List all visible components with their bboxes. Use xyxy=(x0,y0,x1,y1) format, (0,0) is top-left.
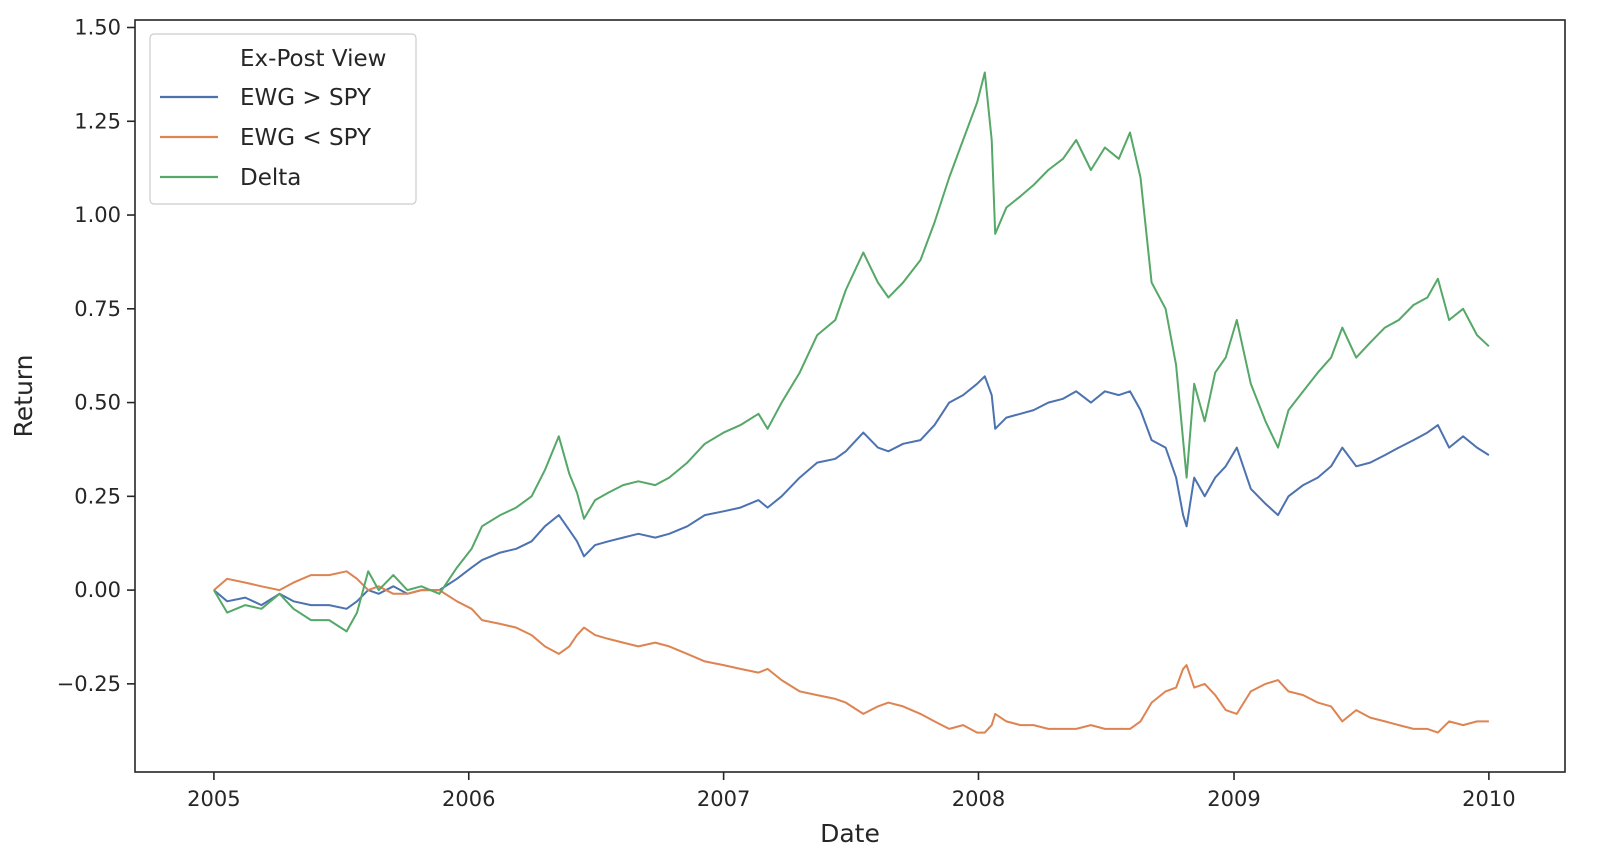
legend-label-ewg-above-spy: EWG > SPY xyxy=(240,85,372,111)
x-tick-label: 2009 xyxy=(1207,787,1260,811)
legend-label-ewg-below-spy: EWG < SPY xyxy=(240,125,372,151)
y-tick-label: 1.50 xyxy=(74,16,121,40)
legend-label-delta: Delta xyxy=(240,165,301,191)
x-tick-label: 2006 xyxy=(442,787,495,811)
x-tick-label: 2008 xyxy=(952,787,1005,811)
series-layer xyxy=(213,71,1490,734)
y-tick-label: 0.75 xyxy=(74,297,121,321)
x-axis-title: Date xyxy=(820,819,880,848)
y-axis: 1.50 1.25 1.00 0.75 0.50 0.25 0.00 −0.25 xyxy=(57,16,135,696)
legend-box xyxy=(149,33,417,205)
y-tick-label: 0.00 xyxy=(74,578,121,602)
y-tick-label: 1.00 xyxy=(74,203,121,227)
x-tick-label: 2010 xyxy=(1462,787,1515,811)
x-tick-label: 2007 xyxy=(697,787,750,811)
plot-frame xyxy=(134,19,1566,773)
legend-title: Ex-Post View xyxy=(240,46,386,72)
y-tick-label: 1.25 xyxy=(74,109,121,133)
y-axis-title: Return xyxy=(9,355,38,438)
y-tick-label: 0.50 xyxy=(74,391,121,415)
y-tick-label: 0.25 xyxy=(74,484,121,508)
x-tick-label: 2005 xyxy=(187,787,240,811)
y-tick-label: −0.25 xyxy=(57,672,121,696)
series-line-ewg-below-spy xyxy=(213,570,1489,734)
series-line-delta xyxy=(213,71,1490,633)
legend: Ex-Post View EWG > SPY EWG < SPY Delta xyxy=(149,33,417,205)
series-line-ewg-above-spy xyxy=(213,375,1490,610)
x-axis: 2005 2006 2007 2008 2009 2010 xyxy=(187,772,1516,811)
